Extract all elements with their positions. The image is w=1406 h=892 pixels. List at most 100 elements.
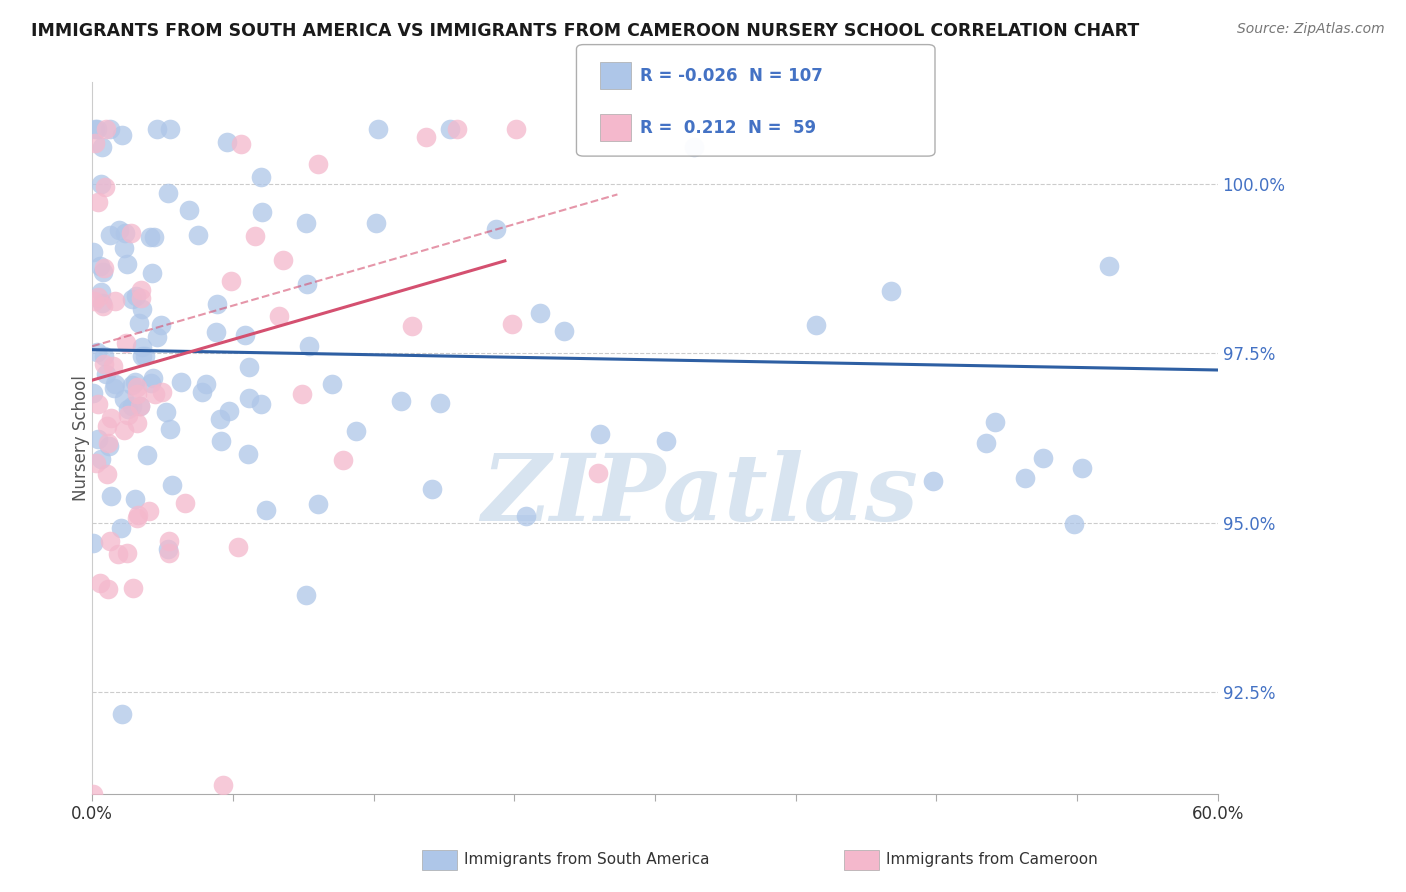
Point [91, 264, 114, 278]
Point [87, 397, 110, 411]
Text: Immigrants from Cameroon: Immigrants from Cameroon [886, 853, 1098, 867]
Point [86, 122, 108, 136]
Point [127, 386, 149, 401]
Point [84, 136, 107, 150]
Point [104, 377, 127, 392]
Point [238, 360, 260, 375]
Point [238, 391, 260, 405]
Point [115, 336, 138, 351]
Point [124, 491, 146, 506]
Point [111, 128, 134, 142]
Point [87, 289, 110, 303]
Point [131, 291, 153, 305]
Point [344, 424, 367, 438]
Point [98, 122, 121, 136]
Point [297, 277, 319, 291]
Point [142, 230, 165, 244]
Point [586, 466, 609, 480]
Point [112, 423, 135, 437]
Point [389, 393, 412, 408]
Point [298, 338, 321, 352]
Point [128, 316, 150, 330]
Point [209, 434, 232, 448]
Point [366, 216, 388, 230]
Point [134, 349, 156, 363]
Point [107, 547, 129, 561]
Point [157, 534, 180, 549]
Point [141, 376, 163, 391]
Point [90, 140, 112, 154]
Point [205, 297, 228, 311]
Point [249, 397, 271, 411]
Point [103, 359, 125, 374]
Point [110, 521, 132, 535]
Point [420, 483, 443, 497]
Point [91, 299, 114, 313]
Point [173, 496, 195, 510]
Point [122, 581, 145, 595]
Point [231, 136, 253, 151]
Point [98, 228, 121, 243]
Point [129, 399, 152, 413]
Point [84, 456, 107, 470]
Point [131, 340, 153, 354]
Point [187, 227, 209, 242]
Point [976, 436, 998, 450]
Point [117, 408, 139, 422]
Point [90, 452, 112, 467]
Point [177, 202, 200, 217]
Point [1063, 516, 1085, 531]
Point [145, 122, 167, 136]
Point [127, 508, 149, 522]
Point [114, 226, 136, 240]
Point [139, 229, 162, 244]
Point [1032, 451, 1054, 466]
Text: IMMIGRANTS FROM SOUTH AMERICA VS IMMIGRANTS FROM CAMEROON NURSERY SCHOOL CORRELA: IMMIGRANTS FROM SOUTH AMERICA VS IMMIGRA… [31, 22, 1139, 40]
Point [127, 380, 149, 394]
Point [308, 497, 330, 511]
Point [97, 439, 120, 453]
Point [655, 434, 678, 448]
Point [125, 510, 148, 524]
Point [159, 422, 181, 436]
Point [112, 392, 135, 407]
Point [93, 349, 115, 363]
Point [125, 288, 148, 302]
Text: R = -0.026  N = 107: R = -0.026 N = 107 [640, 67, 823, 85]
Point [529, 306, 551, 320]
Point [1071, 461, 1094, 475]
Point [295, 216, 318, 230]
Point [96, 467, 118, 482]
Point [98, 533, 121, 548]
Point [86, 345, 108, 359]
Point [108, 223, 131, 237]
Point [83, 293, 105, 308]
Point [295, 588, 318, 602]
Point [96, 368, 118, 382]
Point [96, 419, 118, 434]
Point [238, 447, 260, 461]
Point [250, 204, 273, 219]
Point [111, 706, 134, 721]
Point [100, 489, 122, 503]
Point [367, 122, 389, 136]
Point [121, 399, 143, 413]
Point [683, 140, 706, 154]
Point [135, 448, 157, 462]
Point [97, 582, 120, 597]
Point [401, 318, 423, 333]
Point [1098, 260, 1121, 274]
Point [120, 226, 142, 240]
Point [588, 426, 610, 441]
Point [156, 186, 179, 200]
Point [191, 384, 214, 399]
Point [159, 546, 181, 560]
Point [103, 382, 125, 396]
Point [880, 284, 903, 298]
Point [291, 386, 314, 401]
Point [984, 415, 1007, 429]
Point [804, 318, 827, 332]
Point [446, 122, 468, 136]
Point [82, 385, 104, 400]
Point [226, 540, 249, 554]
